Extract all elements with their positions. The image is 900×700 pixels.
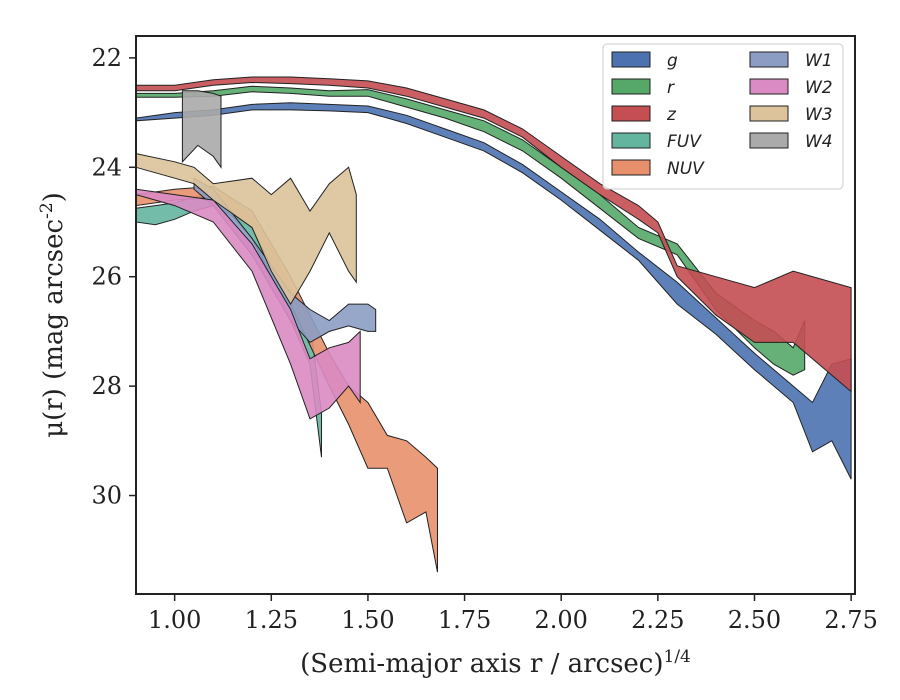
band-w2 [135, 188, 361, 420]
legend-label: r [667, 78, 675, 98]
legend-label: W4 [805, 132, 833, 152]
x-tick-label: 2.50 [728, 606, 781, 634]
y-tick-label: 28 [91, 372, 122, 400]
x-tick-label: 2.25 [631, 606, 684, 634]
legend: grz FUV NUV W1 W2 W3 W4 [602, 43, 844, 190]
x-tick-label: 2.00 [534, 606, 587, 634]
plot-frame [135, 35, 856, 595]
band-r [135, 85, 806, 376]
band-w4 [181, 90, 222, 169]
y-tick-label: 22 [91, 44, 122, 72]
y-tick-label: 26 [91, 263, 122, 291]
x-tick-label: 2.75 [824, 606, 877, 634]
axes: 1.00 1.25 1.50 1.75 2.00 2.25 2.50 2.75 22 24 26 28… [91, 35, 878, 634]
legend-label: W3 [805, 105, 833, 125]
legend-swatch [749, 51, 789, 68]
y-axis-label: μ(r) (mag arcsec-2) [37, 192, 69, 438]
legend-label: FUV [667, 132, 702, 152]
legend-swatch [749, 78, 789, 95]
x-tick-label: 1.00 [148, 606, 201, 634]
legend-swatch [611, 78, 651, 95]
legend-label: W2 [805, 78, 833, 98]
legend-swatch [611, 132, 651, 149]
x-tick-label: 1.50 [341, 606, 394, 634]
series-bands [135, 76, 852, 573]
legend-swatch [611, 159, 651, 176]
band-w3 [135, 152, 357, 306]
band-z [135, 76, 852, 393]
legend-swatch [749, 132, 789, 149]
legend-swatch [611, 105, 651, 122]
x-axis-label: (Semi-major axis r / arcsec)1/4 [300, 647, 691, 679]
band-g [135, 102, 852, 480]
y-tick-label: 24 [91, 153, 122, 181]
x-tick-label: 1.25 [245, 606, 298, 634]
legend-label: W1 [805, 51, 833, 71]
y-tick-label: 30 [91, 482, 122, 510]
x-tick-label: 1.75 [438, 606, 491, 634]
legend-label: z [666, 105, 677, 125]
legend-label: g [667, 51, 678, 71]
legend-swatch [611, 51, 651, 68]
legend-swatch [749, 105, 789, 122]
legend-label: NUV [667, 159, 705, 179]
